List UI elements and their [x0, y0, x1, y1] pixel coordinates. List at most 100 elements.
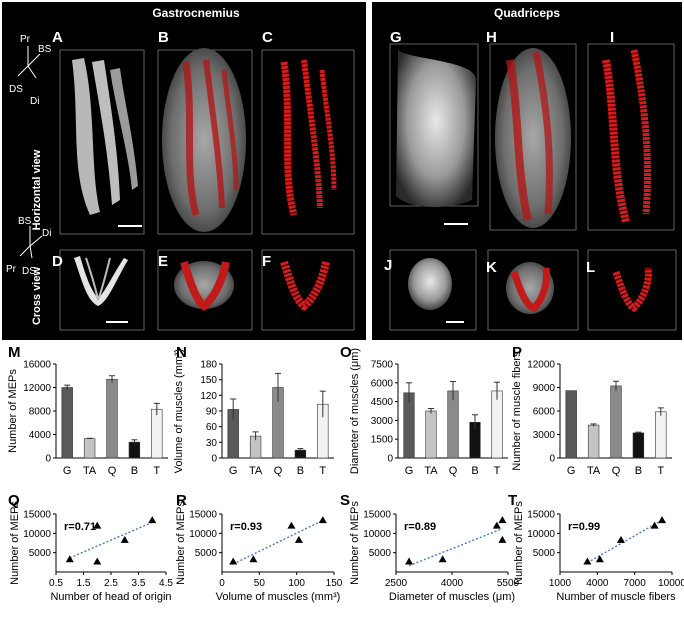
gastrocnemius-header: Gastrocnemius	[152, 6, 240, 20]
orient-ds-top: DS	[9, 84, 23, 95]
x-tick-label: 10000	[658, 578, 684, 589]
category-label: Q	[108, 465, 117, 477]
correlation-label: r=0.99	[568, 521, 600, 533]
panel-label-g: G	[390, 29, 402, 46]
image-panel-c	[261, 49, 355, 235]
image-panel-e	[157, 249, 253, 331]
category-label: TA	[249, 465, 263, 477]
image-panel-f	[261, 249, 355, 331]
category-label: TA	[587, 465, 601, 477]
y-tick-label: 15000	[363, 510, 391, 521]
bar-q	[447, 390, 459, 459]
trend-line	[69, 521, 153, 559]
y-tick-label: 0	[387, 454, 393, 465]
x-axis-label: Number of muscle fibers	[556, 591, 676, 603]
data-point	[650, 521, 659, 529]
category-label: Q	[274, 465, 283, 477]
data-point	[287, 521, 296, 529]
y-tick-label: 6000	[533, 407, 556, 418]
orient-bs-top: BS	[38, 44, 52, 55]
panel-label-s: S	[340, 492, 350, 509]
panel-label-t: T	[508, 492, 517, 509]
y-tick-label: 15000	[527, 510, 555, 521]
x-tick-label: 3.5	[132, 578, 146, 589]
orient-pr-bottom: Pr	[6, 264, 17, 275]
y-tick-label: 10000	[527, 529, 555, 540]
x-tick-label: 4000	[586, 578, 609, 589]
x-tick-label: 1000	[549, 578, 572, 589]
image-panel-l	[587, 249, 677, 331]
y-tick-label: 15000	[23, 510, 51, 521]
y-tick-label: 5000	[29, 548, 52, 559]
data-point	[148, 516, 157, 524]
gastrocnemius-panel: Gastrocnemius Pr BS DS Di BS Di Pr DS Ho…	[2, 2, 366, 340]
panel-label-o: O	[340, 344, 352, 361]
y-tick-label: 5000	[533, 548, 556, 559]
panel-label-f: F	[262, 253, 271, 270]
y-tick-label: 90	[206, 407, 218, 418]
correlation-label: r=0.71	[64, 521, 96, 533]
bar-t	[151, 408, 163, 459]
panel-label-d: D	[52, 253, 63, 270]
y-tick-label: 6000	[371, 378, 394, 389]
y-tick-label: 30	[206, 438, 218, 449]
y-axis-label: Number of muscle fibers	[511, 351, 523, 471]
bar-t	[491, 390, 503, 459]
trend-line	[408, 528, 503, 567]
bar-q	[106, 378, 118, 459]
bar-t	[655, 411, 667, 459]
orient-bs-bottom: BS	[18, 216, 32, 227]
y-tick-label: 10000	[363, 529, 391, 540]
category-label: T	[153, 465, 160, 477]
category-label: G	[405, 465, 414, 477]
data-point	[405, 557, 414, 565]
y-tick-label: 12000	[527, 360, 555, 371]
data-point	[120, 535, 129, 543]
quadriceps-header: Quadriceps	[494, 6, 560, 20]
panel-label-i: I	[610, 29, 614, 46]
bar-b	[128, 441, 141, 459]
panel-label-c: C	[262, 29, 273, 46]
orient-ds-bottom: DS	[22, 266, 36, 277]
data-point	[65, 555, 74, 563]
x-axis-label: Diameter of muscles (μm)	[389, 591, 515, 603]
x-tick-label: 50	[254, 578, 266, 589]
category-label: T	[319, 465, 326, 477]
image-panel-a	[59, 49, 145, 235]
panel-label-j: J	[384, 257, 392, 274]
x-tick-label: 2500	[385, 578, 408, 589]
panel-label-r: R	[176, 492, 187, 509]
category-label: TA	[83, 465, 97, 477]
y-tick-label: 12000	[23, 383, 51, 394]
data-point	[498, 516, 507, 524]
y-tick-label: 5000	[195, 548, 218, 559]
y-axis-label: Number of MEPs	[9, 501, 21, 585]
category-label: B	[131, 465, 138, 477]
category-label: B	[635, 465, 642, 477]
panel-label-e: E	[158, 253, 168, 270]
image-panel-h	[489, 43, 577, 231]
data-point	[492, 521, 501, 529]
x-tick-label: 5500	[497, 578, 520, 589]
y-axis-label: Volume of muscles (mm³)	[173, 349, 185, 474]
data-point	[658, 516, 667, 524]
y-tick-label: 3000	[533, 430, 556, 441]
data-point	[616, 535, 625, 543]
y-tick-label: 0	[45, 454, 51, 465]
panel-label-n: N	[176, 344, 187, 361]
x-tick-label: 4000	[441, 578, 464, 589]
y-tick-label: 60	[206, 422, 218, 433]
data-point	[318, 516, 327, 524]
chart-p: 0 3000 6000 9000 12000 Number of muscle fiber…	[511, 351, 672, 477]
data-point	[498, 535, 507, 543]
y-tick-label: 1500	[371, 435, 394, 446]
y-tick-label: 15000	[189, 510, 217, 521]
y-tick-label: 10000	[23, 529, 51, 540]
y-tick-label: 3000	[371, 416, 394, 427]
trend-line	[232, 519, 324, 565]
